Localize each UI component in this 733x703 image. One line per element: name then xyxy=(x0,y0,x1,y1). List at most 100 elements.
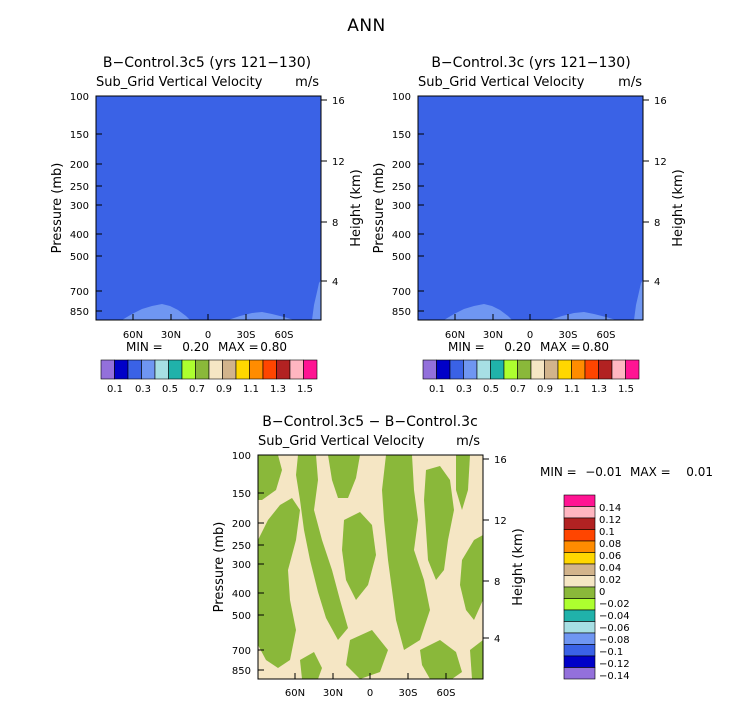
left-colorbar-swatch-10 xyxy=(235,359,250,380)
diff-p-tick-200: 200 xyxy=(232,519,251,530)
left-h-tick-8: 8 xyxy=(332,218,338,229)
diff-cb-label-4: 0.06 xyxy=(599,551,621,562)
diff-colorbar-swatch-0 xyxy=(563,494,596,507)
left-y2label: Height (km) xyxy=(349,169,364,246)
right-y2label: Height (km) xyxy=(671,169,686,246)
diff-p-tick-700: 700 xyxy=(232,646,251,657)
diff-panel: B−Control.3c5 − B−Control.3c Sub_Grid Ve… xyxy=(212,414,713,699)
diff-h-tick-4: 4 xyxy=(494,634,500,645)
right-colorbar-swatch-5 xyxy=(490,359,505,380)
right-surface-bump-1 xyxy=(444,304,512,320)
right-max-value: 0.80 xyxy=(582,340,609,354)
diff-cb-label-5: 0.04 xyxy=(599,563,621,574)
left-h-tick-16: 16 xyxy=(332,96,345,107)
diff-colorbar-swatch-5 xyxy=(563,552,596,565)
right-h-tick-12: 12 xyxy=(654,157,667,168)
left-colorbar-swatch-9 xyxy=(222,359,237,380)
diff-cb-label-8: −0.02 xyxy=(599,599,630,610)
right-lat-0: 0 xyxy=(527,330,533,341)
right-p-tick-100: 100 xyxy=(392,92,411,103)
diff-p-tick-300: 300 xyxy=(232,560,251,571)
diff-p-tick-500: 500 xyxy=(232,611,251,622)
right-cb-label-3: 0.7 xyxy=(510,384,526,395)
diff-cb-label-12: −0.1 xyxy=(599,647,623,658)
left-lat-0: 0 xyxy=(205,330,211,341)
diff-cb-label-3: 0.08 xyxy=(599,539,621,550)
diff-green-region-5 xyxy=(342,512,376,600)
diff-green-region-12 xyxy=(300,652,322,679)
right-colorbar-swatch-4 xyxy=(476,359,491,380)
diff-height-axis: 16 12 8 4 xyxy=(483,455,507,645)
diff-cb-label-2: 0.1 xyxy=(599,527,615,538)
diff-colorbar-swatch-3 xyxy=(563,529,596,542)
left-cb-label-0: 0.1 xyxy=(107,384,123,395)
left-pressure-axis: 100 150 200 250 300 400 500 700 850 xyxy=(70,92,102,318)
diff-colorbar-swatch-6 xyxy=(563,563,596,576)
diff-colorbar-swatch-11 xyxy=(563,621,596,634)
left-colorbar-swatch-3 xyxy=(141,359,156,380)
left-colorbar-labels: 0.1 0.3 0.5 0.7 0.9 1.1 1.3 1.5 xyxy=(107,384,313,395)
right-p-tick-400: 400 xyxy=(392,230,411,241)
left-cb-label-5: 1.1 xyxy=(243,384,259,395)
right-h-tick-16: 16 xyxy=(654,96,667,107)
right-height-axis: 16 12 8 4 xyxy=(643,96,667,288)
diff-cb-label-0: 0.14 xyxy=(599,503,621,514)
left-title: B−Control.3c5 (yrs 121−130) xyxy=(103,55,311,71)
diff-pressure-axis: 100 150 200 250 300 400 500 700 850 xyxy=(232,451,264,677)
right-colorbar-swatch-13 xyxy=(598,359,613,380)
left-h-tick-4: 4 xyxy=(332,277,338,288)
page-title: ANN xyxy=(347,16,386,36)
diff-p-tick-850: 850 xyxy=(232,666,251,677)
left-units: m/s xyxy=(295,75,319,90)
diff-green-region-7 xyxy=(424,466,454,580)
left-cb-label-3: 0.7 xyxy=(189,384,205,395)
left-height-axis: 16 12 8 4 xyxy=(321,96,345,288)
diff-h-tick-12: 12 xyxy=(494,516,507,527)
left-p-tick-700: 700 xyxy=(70,287,89,298)
right-colorbar-swatch-11 xyxy=(571,359,586,380)
right-h-tick-8: 8 xyxy=(654,218,660,229)
right-colorbar-swatch-0 xyxy=(422,359,437,380)
left-p-tick-850: 850 xyxy=(70,307,89,318)
diff-lat-0: 0 xyxy=(367,688,373,699)
diff-colorbar-labels: 0.14 0.12 0.1 0.08 0.06 0.04 0.02 0 −0.0… xyxy=(599,503,630,682)
left-surface-bump-1 xyxy=(122,304,190,320)
right-plot-background xyxy=(418,96,643,320)
left-colorbar-swatch-2 xyxy=(127,359,142,380)
right-surface-edge xyxy=(634,280,643,320)
diff-subtitle: Sub_Grid Vertical Velocity xyxy=(258,434,425,449)
right-colorbar-swatch-15 xyxy=(625,359,640,380)
diff-h-tick-16: 16 xyxy=(494,455,507,466)
left-colorbar xyxy=(100,359,318,380)
diff-colorbar-swatch-2 xyxy=(563,517,596,530)
right-colorbar xyxy=(422,359,640,380)
diff-cb-label-13: −0.12 xyxy=(599,659,630,670)
right-min-label: MIN = xyxy=(448,340,485,354)
right-cb-label-1: 0.3 xyxy=(456,384,472,395)
right-cb-label-2: 0.5 xyxy=(483,384,499,395)
diff-max-value: 0.01 xyxy=(686,465,713,479)
left-max-label: MAX = xyxy=(218,340,259,354)
diff-colorbar-swatch-1 xyxy=(563,506,596,519)
left-cb-label-4: 0.9 xyxy=(216,384,232,395)
left-surface-edge xyxy=(312,280,321,320)
diff-lat-30N: 30N xyxy=(323,688,343,699)
diff-colorbar-swatch-14 xyxy=(563,655,596,668)
left-colorbar-swatch-6 xyxy=(181,359,196,380)
left-ylabel: Pressure (mb) xyxy=(50,163,65,254)
left-colorbar-swatch-11 xyxy=(249,359,264,380)
right-pressure-axis: 100 150 200 250 300 400 500 700 850 xyxy=(392,92,424,318)
left-lat-60S: 60S xyxy=(274,330,293,341)
diff-colorbar-swatch-4 xyxy=(563,540,596,553)
left-p-tick-200: 200 xyxy=(70,160,89,171)
diff-green-region-8 xyxy=(456,455,470,510)
diff-green-region-4 xyxy=(328,455,360,498)
diff-cb-label-7: 0 xyxy=(599,587,605,598)
diff-colorbar-swatch-7 xyxy=(563,575,596,588)
right-colorbar-swatch-10 xyxy=(557,359,572,380)
diff-green-region-3 xyxy=(296,455,348,640)
right-h-tick-4: 4 xyxy=(654,277,660,288)
left-colorbar-swatch-7 xyxy=(195,359,210,380)
left-p-tick-300: 300 xyxy=(70,201,89,212)
